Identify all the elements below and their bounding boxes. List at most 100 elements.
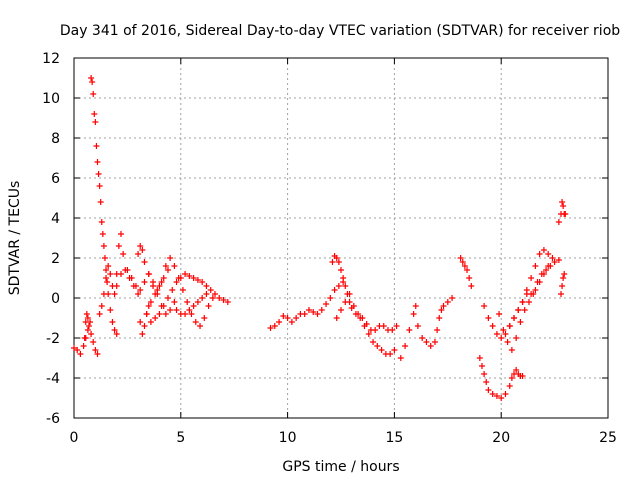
data-point <box>374 343 381 349</box>
data-point <box>431 339 438 345</box>
x-tick-label: 20 <box>492 430 510 446</box>
grid <box>74 58 608 418</box>
data-point <box>543 267 550 273</box>
data-point <box>318 307 325 313</box>
data-point <box>103 275 110 281</box>
data-point <box>96 183 103 189</box>
x-tick-label: 15 <box>385 430 403 446</box>
data-point <box>220 297 227 303</box>
data-point <box>545 251 552 257</box>
series-arc-19 <box>558 271 568 297</box>
data-point <box>391 347 398 353</box>
data-point <box>74 347 81 353</box>
data-point <box>156 311 163 317</box>
data-point <box>209 295 216 301</box>
data-point <box>466 275 473 281</box>
data-point <box>532 263 539 269</box>
data-point <box>101 255 108 261</box>
data-point <box>280 313 287 319</box>
data-point <box>525 299 532 305</box>
data-point <box>88 75 95 81</box>
data-point <box>327 295 334 301</box>
data-point <box>199 279 206 285</box>
data-point <box>84 327 91 333</box>
series-arc-16 <box>496 257 562 353</box>
data-point <box>107 271 114 277</box>
data-point <box>203 283 210 289</box>
data-point <box>164 295 171 301</box>
data-point <box>93 143 100 149</box>
data-point <box>329 259 336 265</box>
data-point <box>560 275 567 281</box>
data-point <box>94 159 101 165</box>
data-point <box>513 335 520 341</box>
data-point <box>438 307 445 313</box>
data-point <box>205 303 212 309</box>
data-point <box>182 271 189 277</box>
data-point <box>167 307 174 313</box>
data-point <box>186 273 193 279</box>
data-point <box>160 303 167 309</box>
series-arc-7 <box>143 271 231 325</box>
data-point <box>481 371 488 377</box>
data-point <box>365 331 372 337</box>
data-point <box>139 331 146 337</box>
data-point <box>100 291 107 297</box>
data-point <box>122 267 129 273</box>
x-tick-label: 0 <box>70 430 79 446</box>
data-point <box>173 279 180 285</box>
data-point <box>194 277 201 283</box>
data-point <box>137 319 144 325</box>
data-point <box>532 287 539 293</box>
data-point <box>423 339 430 345</box>
data-point <box>323 301 330 307</box>
y-tick-label: 8 <box>51 131 60 147</box>
data-point <box>271 323 278 329</box>
data-point <box>190 275 197 281</box>
data-point <box>276 319 283 325</box>
data-point <box>135 251 142 257</box>
y-tick-label: 12 <box>42 51 60 67</box>
data-point <box>171 263 178 269</box>
data-point <box>156 283 163 289</box>
data-point <box>561 271 568 277</box>
data-point <box>331 287 338 293</box>
data-point <box>186 307 193 313</box>
y-tick-label: 10 <box>42 91 60 107</box>
data-point <box>117 271 124 277</box>
data-point <box>489 323 496 329</box>
data-point <box>346 291 353 297</box>
data-point <box>143 311 150 317</box>
data-points <box>71 75 569 401</box>
data-point <box>508 375 515 381</box>
data-point <box>511 315 518 321</box>
data-point <box>154 287 161 293</box>
data-point <box>152 315 159 321</box>
data-point <box>92 119 99 125</box>
series-arc-8 <box>173 291 210 317</box>
data-point <box>459 259 466 265</box>
data-point <box>449 295 456 301</box>
chart-title: Day 341 of 2016, Sidereal Day-to-day VTE… <box>60 23 620 39</box>
axis-ticks: 0 5 10 15 20 25 -6 -4 -2 0 2 4 6 8 10 12 <box>42 51 617 446</box>
data-point <box>105 263 112 269</box>
data-point <box>333 255 340 261</box>
data-point <box>145 271 152 277</box>
data-point <box>506 323 513 329</box>
data-point <box>91 111 98 117</box>
data-point <box>103 267 110 273</box>
series-arc-4 <box>96 231 178 317</box>
data-point <box>536 251 543 257</box>
data-point <box>498 395 505 401</box>
data-point <box>335 283 342 289</box>
data-point <box>162 311 169 317</box>
data-point <box>350 303 357 309</box>
data-point <box>342 283 349 289</box>
data-point <box>314 311 321 317</box>
data-point <box>90 91 97 97</box>
data-point <box>160 275 167 281</box>
x-tick-label: 5 <box>176 430 185 446</box>
data-point <box>115 243 122 249</box>
data-point <box>99 231 106 237</box>
data-point <box>203 291 210 297</box>
